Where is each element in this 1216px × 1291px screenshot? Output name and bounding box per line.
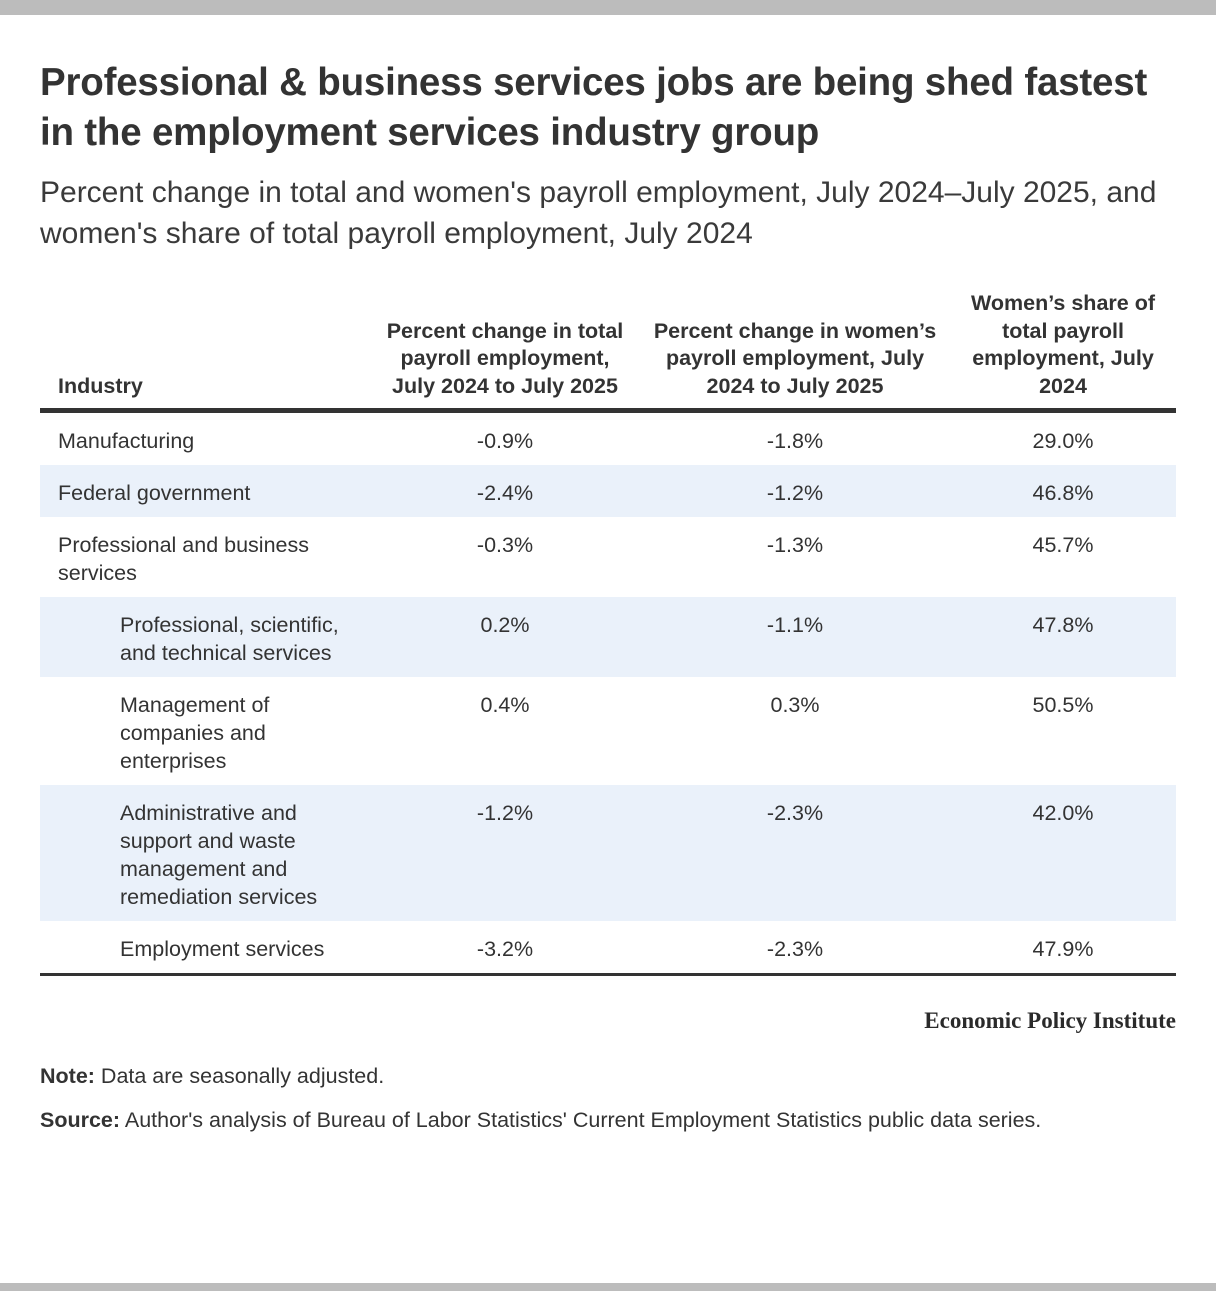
cell-industry: Employment services xyxy=(40,921,370,976)
cell-women-share: 45.7% xyxy=(1032,533,1094,557)
cell-industry: Management of companies and enterprises xyxy=(120,693,270,773)
cell-total-change: -3.2% xyxy=(370,921,640,976)
chart-container: Professional & business services jobs ar… xyxy=(40,58,1176,1136)
note-label: Note: xyxy=(40,1064,95,1088)
publisher-logo-text: Economic Policy Institute xyxy=(924,1008,1176,1033)
chart-title: Professional & business services jobs ar… xyxy=(40,61,1148,154)
table-row: Professional and business services -0.3% -… xyxy=(40,517,1176,597)
table-row: Federal government -2.4% -1.2% 46.8% xyxy=(40,465,1176,517)
column-header-women-change: Percent change in women’s payroll employ… xyxy=(640,290,950,413)
chart-subtitle: Percent change in total and women's payr… xyxy=(40,176,1157,250)
cell-industry: Professional and business services xyxy=(58,533,309,585)
table-row: Professional, scientific, and technical … xyxy=(40,597,1176,677)
cell-women-share: 29.0% xyxy=(1032,429,1094,453)
chart-source: Source: Author's analysis of Bureau of L… xyxy=(40,1104,1176,1136)
column-header-total-change: Percent change in total payroll employme… xyxy=(370,290,640,413)
note-text: Data are seasonally adjusted. xyxy=(100,1064,385,1088)
table-body: Manufacturing -0.9% -1.8% 29.0% Federal gove… xyxy=(40,411,1176,976)
cell-industry: Manufacturing xyxy=(58,429,195,453)
cell-total-change: -1.2% xyxy=(370,785,640,921)
cell-industry: Federal government xyxy=(40,465,370,517)
cell-women-change: -1.3% xyxy=(766,533,824,557)
cell-women-change: -2.3% xyxy=(640,921,950,976)
chart-note: Note: Data are seasonally adjusted. xyxy=(40,1060,1176,1092)
cell-women-share: 47.9% xyxy=(950,921,1176,976)
cell-women-change: 0.3% xyxy=(770,693,820,717)
cell-industry: Professional, scientific, and technical … xyxy=(40,597,370,677)
cell-total-change: 0.4% xyxy=(480,693,530,717)
table-row: Manufacturing -0.9% -1.8% 29.0% xyxy=(40,411,1176,466)
source-text: Author's analysis of Bureau of Labor Sta… xyxy=(124,1108,1042,1132)
bottom-border-bar xyxy=(0,1283,1216,1291)
table-row: Administrative and support and waste man… xyxy=(40,785,1176,921)
cell-total-change: -0.9% xyxy=(476,429,534,453)
cell-women-share: 46.8% xyxy=(950,465,1176,517)
column-header-industry: Industry xyxy=(40,290,370,413)
table-row: Management of companies and enterprises 0… xyxy=(40,677,1176,785)
top-border-bar xyxy=(0,0,1216,15)
cell-women-change: -1.2% xyxy=(640,465,950,517)
column-header-women-share: Women’s share of total payroll employmen… xyxy=(950,290,1176,413)
source-label: Source: xyxy=(40,1108,121,1132)
cell-women-share: 50.5% xyxy=(1032,693,1094,717)
cell-women-change: -1.8% xyxy=(766,429,824,453)
cell-total-change: 0.2% xyxy=(370,597,640,677)
cell-total-change: -0.3% xyxy=(476,533,534,557)
cell-industry: Administrative and support and waste man… xyxy=(40,785,370,921)
cell-women-change: -2.3% xyxy=(640,785,950,921)
table-header-row: Industry Percent change in total payroll… xyxy=(40,290,1176,413)
table-row: Employment services -3.2% -2.3% 47.9% xyxy=(40,921,1176,976)
cell-women-share: 42.0% xyxy=(950,785,1176,921)
cell-total-change: -2.4% xyxy=(370,465,640,517)
cell-women-share: 47.8% xyxy=(950,597,1176,677)
cell-women-change: -1.1% xyxy=(640,597,950,677)
data-table: Industry Percent change in total payroll… xyxy=(40,290,1176,976)
